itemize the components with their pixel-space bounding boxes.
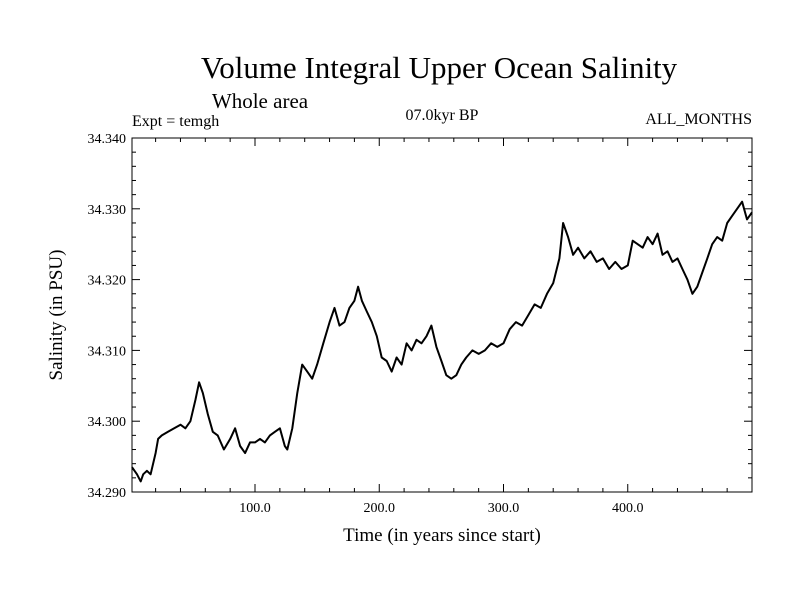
y-tick-label: 34.300 [88, 415, 127, 430]
y-tick-label: 34.320 [88, 274, 127, 289]
x-axis-ticks: 100.0 200.0 300.0 400.0 [155, 138, 728, 516]
x-tick-label: 300.0 [488, 501, 520, 516]
y-tick-label: 34.340 [88, 132, 127, 147]
plot-frame [131, 137, 753, 493]
y-tick-label: 34.310 [88, 344, 127, 359]
chart-subtitle: Whole area [212, 89, 309, 113]
x-tick-label: 400.0 [612, 501, 644, 516]
months-label: ALL_MONTHS [645, 111, 752, 128]
y-tick-label: 34.330 [88, 203, 127, 218]
chart-title: Volume Integral Upper Ocean Salinity [201, 50, 678, 85]
y-tick-label: 34.290 [88, 486, 127, 501]
y-axis-ticks: 34.290 34.300 34.310 34.320 34.330 34.340 [88, 132, 752, 501]
x-tick-label: 100.0 [239, 501, 271, 516]
x-tick-label: 200.0 [364, 501, 396, 516]
period-label: 07.0kyr BP [406, 107, 479, 124]
salinity-series-line [131, 200, 753, 483]
experiment-label: Expt = temgh [132, 113, 219, 130]
x-axis-label: Time (in years since start) [343, 525, 541, 546]
y-axis-label: Salinity (in PSU) [46, 250, 67, 381]
